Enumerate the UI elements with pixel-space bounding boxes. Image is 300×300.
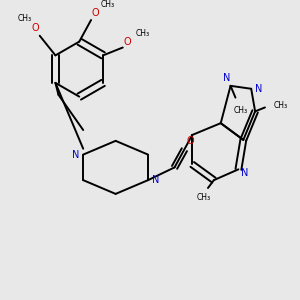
Text: N: N xyxy=(152,175,160,185)
Text: N: N xyxy=(72,150,79,160)
Text: CH₃: CH₃ xyxy=(101,0,115,9)
Text: O: O xyxy=(124,37,131,46)
Text: CH₃: CH₃ xyxy=(197,193,211,202)
Text: CH₃: CH₃ xyxy=(135,29,149,38)
Text: N: N xyxy=(223,73,230,83)
Text: O: O xyxy=(91,8,99,18)
Text: N: N xyxy=(241,168,248,178)
Text: O: O xyxy=(32,23,40,33)
Text: O: O xyxy=(187,136,194,146)
Text: N: N xyxy=(255,84,263,94)
Text: CH₃: CH₃ xyxy=(233,106,248,115)
Text: CH₃: CH₃ xyxy=(18,14,32,22)
Text: CH₃: CH₃ xyxy=(274,101,288,110)
